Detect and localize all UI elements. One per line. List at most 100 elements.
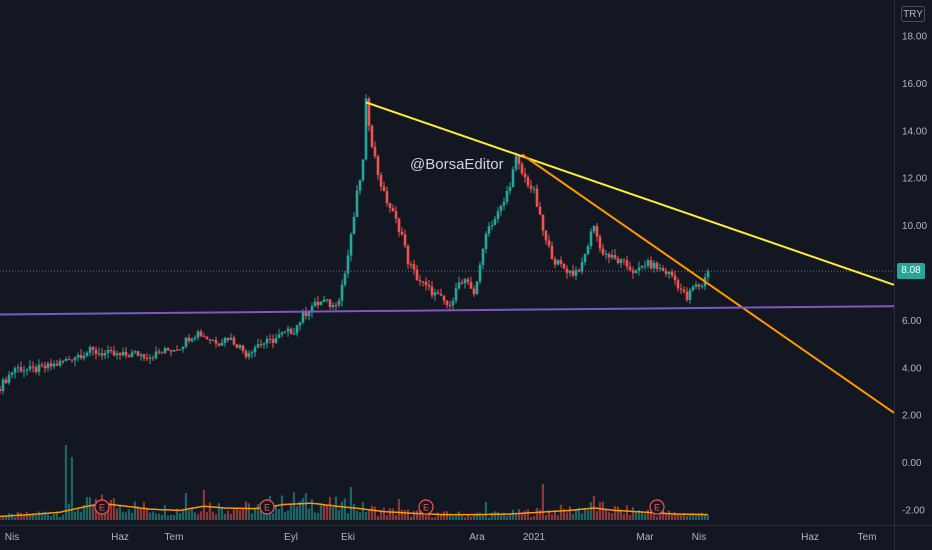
- candle: [166, 347, 170, 351]
- price-tick-label: 6.00: [902, 316, 922, 327]
- time-tick-label: Eki: [341, 532, 355, 543]
- volume-bar: [442, 511, 445, 520]
- volume-bar: [577, 507, 580, 520]
- volume-bar: [82, 504, 85, 520]
- price-tick-label: 16.00: [902, 79, 927, 90]
- candle: [22, 365, 26, 378]
- candle: [127, 353, 131, 358]
- volume-bar: [310, 499, 313, 520]
- earnings-marker-label: E: [99, 503, 105, 513]
- candle: [661, 265, 665, 272]
- candle: [133, 350, 137, 355]
- candle: [379, 172, 383, 192]
- candle: [289, 327, 293, 335]
- volume-bar: [634, 512, 637, 520]
- candle: [460, 279, 464, 286]
- volume-bar: [256, 503, 259, 520]
- candle: [367, 96, 371, 132]
- trendline-yellow[interactable]: [365, 101, 895, 286]
- earnings-marker[interactable]: E: [94, 499, 110, 515]
- time-axis[interactable]: Nis Haz Tem Eyl Eki Ara 2021 Mar Nis Haz Tem: [0, 525, 932, 550]
- volume-bar: [511, 509, 514, 520]
- volume-bar: [484, 502, 487, 520]
- candle: [91, 345, 95, 356]
- volume-bar: [187, 510, 190, 520]
- candle: [424, 277, 428, 291]
- trendlines[interactable]: [0, 101, 895, 414]
- volume-bar: [136, 506, 139, 520]
- volume-bar: [346, 513, 349, 520]
- volume-bar: [697, 512, 700, 520]
- volume-bar: [13, 517, 16, 520]
- candle: [145, 353, 149, 362]
- candle: [577, 268, 581, 273]
- candle: [550, 241, 554, 260]
- candle: [442, 295, 446, 305]
- candle: [658, 263, 662, 272]
- candle: [403, 229, 407, 249]
- currency-badge[interactable]: TRY: [901, 6, 925, 22]
- candle: [496, 207, 500, 224]
- volume-bar: [385, 515, 388, 520]
- earnings-marker[interactable]: E: [418, 499, 434, 515]
- volume-bar: [241, 508, 244, 520]
- volume-bar: [79, 511, 82, 520]
- candle: [646, 258, 650, 269]
- candle: [517, 155, 521, 170]
- candle: [457, 276, 461, 290]
- volume-bar: [202, 490, 205, 520]
- trendline-purple-support[interactable]: [0, 305, 895, 316]
- volume-bar: [247, 503, 250, 520]
- volume-bar: [679, 515, 682, 520]
- candle: [79, 349, 83, 360]
- candle: [256, 338, 260, 349]
- earnings-marker[interactable]: E: [649, 499, 665, 515]
- time-tick-label: Mar: [636, 532, 654, 543]
- volume-bar: [1, 516, 4, 520]
- candle: [388, 202, 392, 213]
- candle: [598, 234, 602, 253]
- candle: [478, 261, 482, 285]
- volume-bar: [628, 515, 631, 520]
- volume-bar: [349, 487, 352, 520]
- candle: [37, 359, 41, 376]
- candle: [472, 285, 476, 298]
- volume-bar: [532, 516, 535, 520]
- volume-bar: [445, 511, 448, 520]
- candle: [595, 222, 599, 242]
- volume-bar: [313, 512, 316, 520]
- volume-bar: [652, 512, 655, 520]
- volume-bar: [292, 492, 295, 520]
- volume-bar: [217, 503, 220, 520]
- candle: [592, 225, 596, 234]
- volume-bar: [631, 507, 634, 520]
- volume-bar: [91, 505, 94, 520]
- earnings-marker[interactable]: E: [259, 499, 275, 515]
- candle: [394, 206, 398, 224]
- price-tick-label: 14.00: [902, 126, 927, 137]
- candle: [418, 275, 422, 286]
- candle: [454, 283, 458, 304]
- volume-bar: [475, 512, 478, 520]
- volume-bar: [85, 496, 88, 520]
- volume-bar: [154, 513, 157, 520]
- time-tick-label: Eyl: [284, 532, 298, 543]
- candle: [628, 261, 632, 272]
- candle: [487, 221, 491, 237]
- volume-bar: [607, 512, 610, 520]
- volume-bar: [73, 511, 76, 520]
- candle: [511, 166, 515, 188]
- candle: [706, 268, 710, 282]
- candle: [625, 255, 629, 271]
- candle: [673, 270, 677, 286]
- candle: [142, 353, 146, 362]
- candle: [349, 232, 353, 262]
- candle: [100, 347, 104, 361]
- volume-bar: [28, 514, 31, 520]
- trendline-orange[interactable]: [521, 153, 895, 414]
- candle: [139, 352, 143, 361]
- candle: [643, 260, 647, 270]
- volume-bar: [34, 515, 37, 520]
